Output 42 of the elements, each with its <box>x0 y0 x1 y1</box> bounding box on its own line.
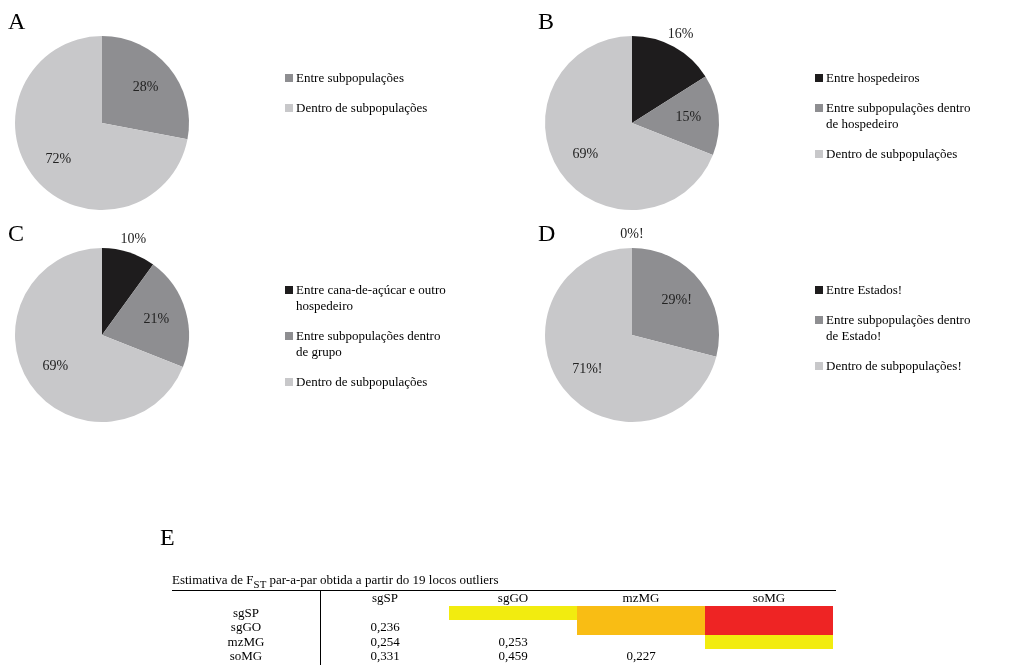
x-tick-label: soMG <box>751 590 787 606</box>
data-label: 29%! <box>661 292 692 308</box>
legend-label: Entre subpopulações dentro de hospedeiro <box>826 100 972 132</box>
legend-label: Dentro de subpopulações <box>826 146 958 162</box>
data-label: 0,459 <box>497 648 529 664</box>
legend-label: Entre subpopulações dentro de Estado! <box>826 312 972 344</box>
chart-subtitle: Estimativa de F$_{ST}$ par-a-par obtida a partir do 19 locos outliers <box>172 572 499 590</box>
data-label: 21% <box>143 310 170 326</box>
y-tick-label: mzMG <box>226 633 266 649</box>
data-label: 0,254 <box>369 633 401 649</box>
text: 0%! <box>620 225 644 241</box>
data-label: 28% <box>132 78 159 94</box>
y-tick-label: sgSP <box>232 604 260 620</box>
data-label: 0,253 <box>497 633 529 649</box>
data-label: 0,236 <box>369 619 401 635</box>
y-tick-label: soMG <box>228 648 264 664</box>
legend-label: Entre Estados! <box>826 282 903 298</box>
chart-title: C <box>8 220 25 247</box>
chart-title: B <box>538 8 555 35</box>
x-tick-label: sgGO <box>496 590 530 606</box>
data-label: 72% <box>45 150 72 166</box>
data-label: 0,227 <box>625 648 657 664</box>
legend-label: Entre cana-de-açúcar e outro hospedeiro <box>296 282 447 314</box>
legend-label: Entre subpopulações <box>296 70 404 86</box>
legend-label: Dentro de subpopulações <box>296 100 428 116</box>
y-tick-label: sgGO <box>229 619 263 635</box>
legend-label: Entre subpopulações dentro de grupo <box>296 328 442 360</box>
chart-title: A <box>8 8 26 35</box>
data-label: 10% <box>120 230 147 246</box>
legend-label: Entre hospedeiros <box>826 70 920 86</box>
x-tick-label: mzMG <box>621 590 661 606</box>
chart-title: D <box>538 220 556 247</box>
legend-label: Dentro de subpopulações! <box>826 358 962 374</box>
data-label: 16% <box>667 26 694 42</box>
data-label: 0,331 <box>369 648 401 664</box>
data-label: 15% <box>675 109 702 125</box>
x-tick-label: sgSP <box>371 590 399 606</box>
chart-title: E <box>160 524 175 551</box>
data-label: 69% <box>42 358 69 374</box>
data-label: 69% <box>572 146 599 162</box>
data-label: 71%! <box>572 361 603 377</box>
legend-label: Dentro de subpopulações <box>296 374 428 390</box>
